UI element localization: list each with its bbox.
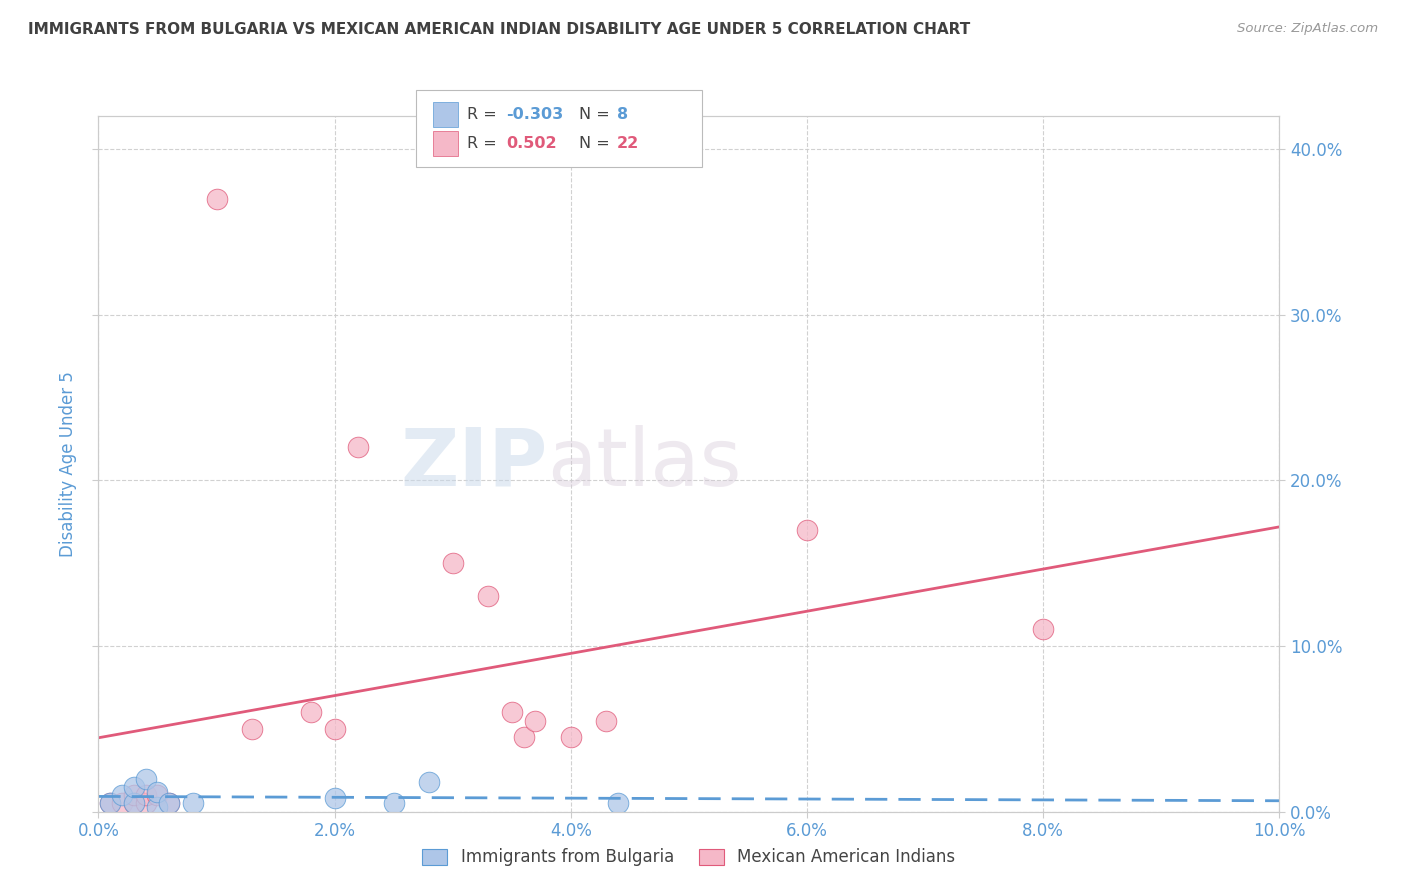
Point xyxy=(560,730,582,744)
Point xyxy=(122,797,145,811)
Point xyxy=(595,714,617,728)
Text: 8: 8 xyxy=(617,107,628,122)
Point xyxy=(135,772,157,786)
Text: R =: R = xyxy=(467,136,502,152)
Text: N =: N = xyxy=(579,107,616,122)
Point xyxy=(382,797,405,811)
Text: 22: 22 xyxy=(617,136,640,152)
Point xyxy=(240,722,263,736)
Y-axis label: Disability Age Under 5: Disability Age Under 5 xyxy=(59,371,77,557)
Point xyxy=(347,440,370,454)
Text: ZIP: ZIP xyxy=(399,425,547,503)
Point xyxy=(146,788,169,802)
Point xyxy=(157,797,180,811)
Point xyxy=(157,797,180,811)
Legend: Immigrants from Bulgaria, Mexican American Indians: Immigrants from Bulgaria, Mexican Americ… xyxy=(416,842,962,873)
Text: IMMIGRANTS FROM BULGARIA VS MEXICAN AMERICAN INDIAN DISABILITY AGE UNDER 5 CORRE: IMMIGRANTS FROM BULGARIA VS MEXICAN AMER… xyxy=(28,22,970,37)
Text: -0.303: -0.303 xyxy=(506,107,564,122)
Point xyxy=(135,788,157,802)
Point xyxy=(1032,623,1054,637)
Text: Source: ZipAtlas.com: Source: ZipAtlas.com xyxy=(1237,22,1378,36)
Point xyxy=(122,788,145,802)
Point xyxy=(796,523,818,537)
Point xyxy=(501,706,523,720)
Text: 0.502: 0.502 xyxy=(506,136,557,152)
Point xyxy=(299,706,322,720)
Point xyxy=(607,797,630,811)
Point xyxy=(323,791,346,805)
Point xyxy=(122,780,145,794)
Point xyxy=(111,797,134,811)
Point xyxy=(135,797,157,811)
Point xyxy=(146,785,169,799)
Point xyxy=(418,775,440,789)
Point xyxy=(98,797,121,811)
Point xyxy=(524,714,547,728)
Point xyxy=(146,799,169,814)
Text: atlas: atlas xyxy=(547,425,741,503)
Point xyxy=(323,722,346,736)
Point xyxy=(441,556,464,570)
Point xyxy=(181,797,204,811)
Point xyxy=(205,192,228,206)
Point xyxy=(477,590,499,604)
Point xyxy=(512,730,534,744)
Point xyxy=(122,797,145,811)
Text: R =: R = xyxy=(467,107,502,122)
Text: N =: N = xyxy=(579,136,616,152)
Point xyxy=(98,797,121,811)
Point xyxy=(111,788,134,802)
